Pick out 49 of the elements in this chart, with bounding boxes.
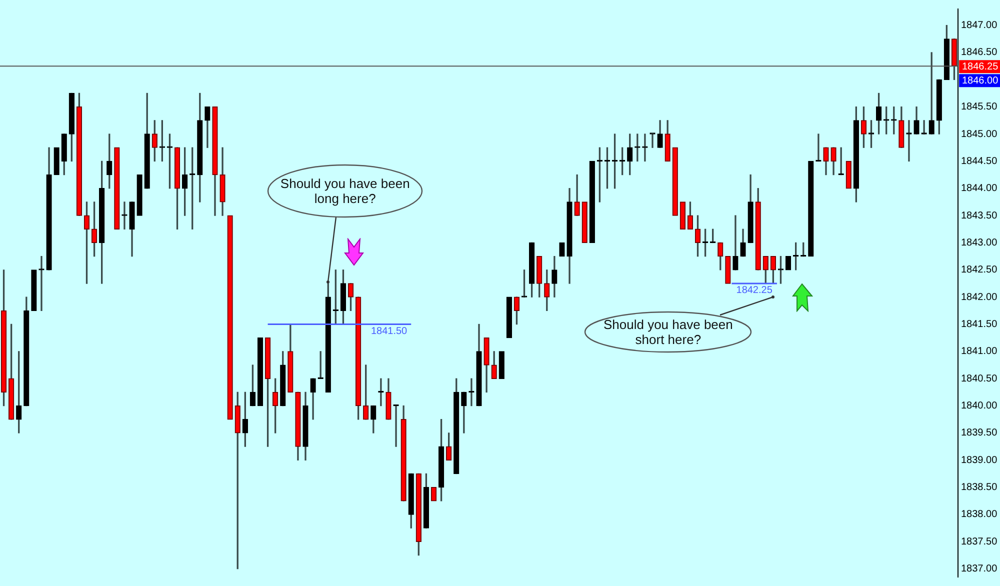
- candlestick: [589, 160, 595, 244]
- ref-line-label: 1842.25: [736, 285, 773, 296]
- candlestick: [498, 351, 504, 379]
- annotation: Should you have been short here?: [602, 317, 734, 347]
- y-tick-label: 1841.50: [961, 319, 998, 330]
- annotation: Should you have been long here?: [279, 176, 411, 206]
- y-tick-label: 1837.00: [961, 564, 998, 575]
- y-tick-label: 1842.00: [961, 292, 998, 303]
- candlestick: [136, 174, 142, 216]
- y-tick-label: 1846.50: [961, 47, 998, 58]
- y-tick-label: 1838.00: [961, 509, 998, 520]
- y-tick-label: 1847.00: [961, 20, 998, 32]
- candlestick: [122, 202, 128, 230]
- y-tick-label: 1841.00: [961, 346, 998, 358]
- candlestick: [725, 256, 731, 284]
- candlestick: [430, 486, 437, 502]
- candlestick: [672, 147, 678, 216]
- candlestick: [808, 160, 814, 257]
- candlestick: [732, 215, 738, 270]
- candlestick: [257, 338, 264, 406]
- y-tick-label: 1840.00: [961, 400, 998, 412]
- y-tick-label: 1843.50: [961, 210, 998, 222]
- y-tick-label: 1837.50: [961, 536, 998, 548]
- text: 1846.00: [962, 75, 999, 86]
- candlestick: [506, 296, 512, 338]
- candlestick: [114, 147, 120, 230]
- ref-line-label: 1841.50: [370, 326, 408, 338]
- y-tick-label: 1845.00: [961, 128, 998, 140]
- candlestick: [227, 215, 233, 420]
- candlestick: [680, 202, 686, 230]
- y-tick-label: 1845.50: [961, 102, 998, 113]
- candlestick: [582, 202, 588, 244]
- y-tick-label: 1843.00: [961, 237, 998, 248]
- y-tick-label: 1839.50: [961, 428, 998, 439]
- y-tick-label: 1842.50: [961, 264, 998, 276]
- candlestick: [906, 120, 912, 162]
- candlestick: [921, 120, 927, 134]
- candlestick: [559, 242, 565, 257]
- candlestick: [31, 270, 37, 311]
- ref-line-label: 1846.25: [962, 61, 999, 72]
- y-tick-label: 1844.50: [961, 156, 998, 167]
- candlestick: [650, 132, 656, 148]
- y-tick-label: 1839.00: [961, 454, 998, 466]
- y-tick-label: 1844.00: [961, 183, 998, 194]
- y-tick-label: 1840.50: [961, 373, 998, 384]
- candlestick: [846, 160, 852, 189]
- candlestick: [54, 147, 60, 176]
- candlestick: [785, 256, 792, 270]
- y-tick-label: 1838.50: [961, 482, 998, 494]
